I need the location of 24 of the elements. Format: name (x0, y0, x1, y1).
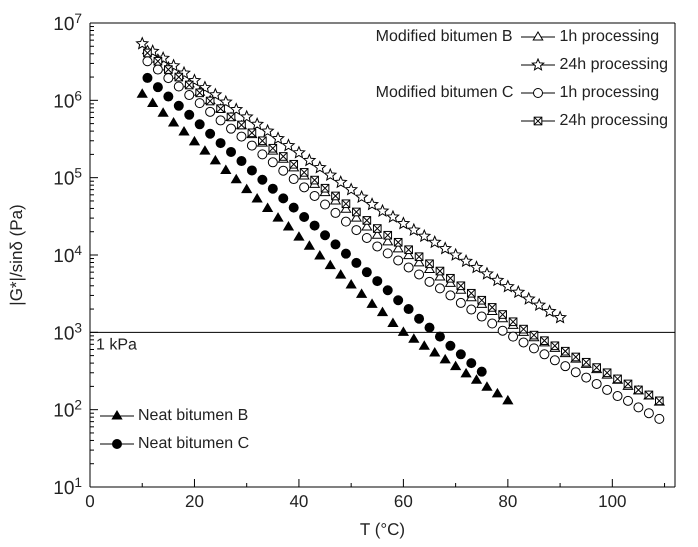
legend-label: Neat bitumen C (138, 435, 250, 453)
y-tick-label: 10$^{4}$ (53, 242, 82, 267)
x-tick-label: 20 (185, 492, 204, 511)
legend-label: 24h processing (559, 112, 668, 130)
x-tick-label: 40 (289, 492, 308, 511)
annotation: Modified bitumen C (376, 84, 514, 102)
x-axis-title: T (°C) (360, 520, 406, 539)
legend-label: 1h processing (559, 28, 660, 46)
y-tick-label: 10$^{2}$ (53, 397, 82, 422)
y-tick-label: 10$^{7}$ (53, 10, 82, 35)
y-axis-title: |G*|/sinδ (Pa) (7, 204, 26, 306)
y-tick-label: 10$^{3}$ (53, 320, 82, 344)
y-tick-label: 10$^{5}$ (53, 165, 82, 190)
legend-label: Neat bitumen B (138, 407, 250, 425)
legend-label: 24h processing (559, 56, 668, 74)
y-tick-label: 10$^{1}$ (53, 474, 82, 499)
annotation: Modified bitumen B (376, 28, 514, 46)
legend-label: 1h processing (559, 84, 660, 102)
x-tick-label: 100 (598, 492, 627, 511)
ref-line-label: 1 kPa (96, 336, 138, 354)
x-tick-label: 60 (394, 492, 413, 511)
x-tick-label: 80 (498, 492, 518, 511)
x-tick-label: 0 (85, 492, 95, 511)
y-tick-label: 10$^{6}$ (53, 88, 82, 112)
